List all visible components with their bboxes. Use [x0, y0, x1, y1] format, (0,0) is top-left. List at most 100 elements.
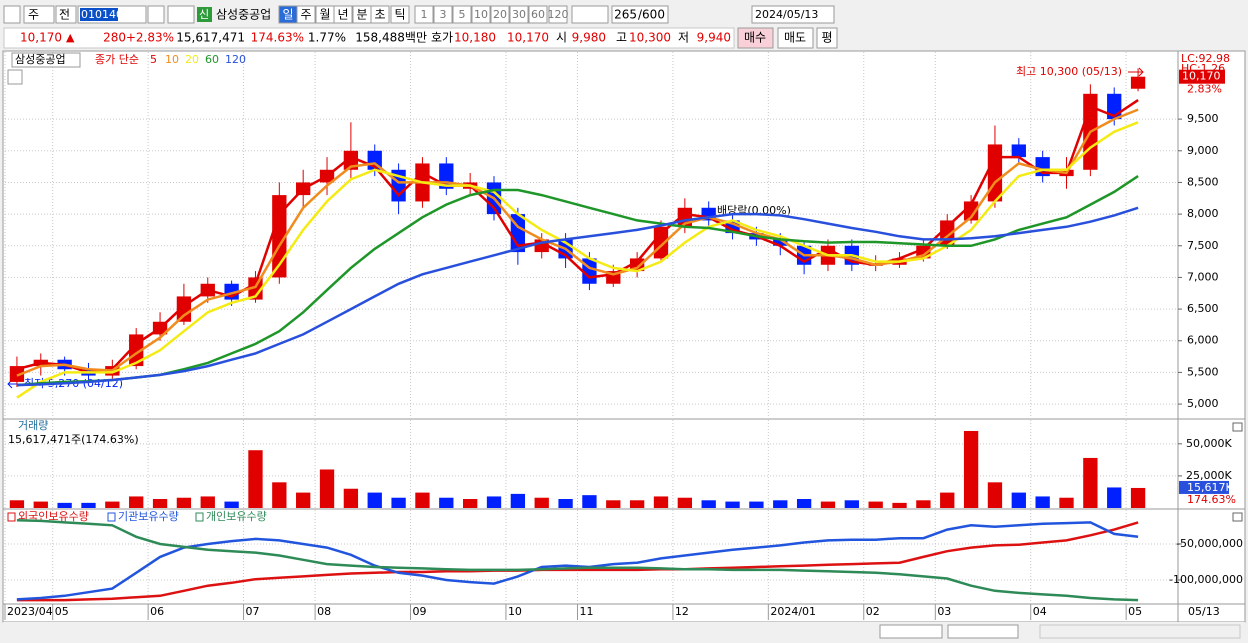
candle-body — [9, 366, 25, 382]
volume-bar — [176, 497, 192, 508]
sound-button[interactable] — [167, 5, 195, 24]
panel-close[interactable] — [1232, 512, 1243, 522]
volume-bar — [820, 501, 836, 508]
y-tick-label: 6,500 — [1187, 302, 1219, 315]
period-button[interactable] — [390, 5, 410, 24]
volume-bar — [558, 499, 573, 508]
interval-button[interactable] — [452, 5, 472, 24]
legend-entry: 기관보유수량 — [118, 510, 179, 523]
volume-bar — [105, 501, 120, 508]
volume-bar — [152, 499, 168, 508]
volume: 15,617,471 — [176, 31, 245, 45]
ma-line — [16, 175, 1139, 387]
y-tick-label: 9,000 — [1187, 144, 1219, 157]
volume-bar — [1035, 496, 1050, 508]
interval-label: 60 — [531, 8, 545, 21]
volume-bar — [319, 469, 335, 508]
volume-bar — [677, 497, 692, 508]
name-tag-box — [197, 7, 212, 22]
market-select[interactable] — [23, 5, 55, 24]
turnover: 1.77% — [308, 31, 346, 45]
volume-bar — [582, 495, 597, 508]
x-tick-label: 08 — [317, 605, 331, 618]
chart-frame — [2, 50, 1246, 623]
menu-button[interactable] — [3, 5, 21, 24]
volume-bar — [510, 493, 526, 508]
ma-line — [16, 99, 1139, 374]
legend-entry: 120 — [225, 53, 246, 66]
period-label: 일 — [282, 8, 293, 22]
volume-bar — [129, 496, 144, 508]
panel-close[interactable] — [1232, 422, 1243, 432]
x-tick-label: 05 — [1128, 605, 1142, 618]
volume-bar — [224, 501, 239, 508]
volume-bar — [701, 500, 716, 508]
y-tick-label: 8,000 — [1187, 207, 1219, 220]
low: 9,940 — [697, 31, 731, 45]
candle-body — [1011, 144, 1026, 158]
buy-button[interactable] — [737, 27, 774, 49]
x-tick-label: 12 — [675, 605, 689, 618]
volume-bar — [200, 496, 215, 508]
balance-label: 평 — [821, 31, 832, 45]
tool-icons[interactable] — [1039, 624, 1241, 639]
blank-select[interactable] — [571, 5, 609, 24]
interval-button[interactable] — [433, 5, 453, 24]
count-box[interactable] — [611, 5, 669, 24]
sell-button[interactable] — [777, 27, 814, 49]
x-tick-label: 2024/01 — [770, 605, 816, 618]
high: 10,300 — [629, 31, 671, 45]
volume-bar — [486, 496, 502, 508]
period-label: 초 — [374, 8, 385, 22]
y-tick-label: 5,000 — [1187, 397, 1219, 410]
x-tick-label: 05 — [55, 605, 69, 618]
y-tick-label: 50,000K — [1186, 437, 1232, 450]
period-label: 틱 — [394, 8, 405, 22]
volume-bar — [892, 502, 907, 508]
x-tick-label: 02 — [866, 605, 880, 618]
interval-label: 10 — [474, 8, 488, 21]
arrow: ▲ — [66, 31, 75, 44]
zoom-slider[interactable] — [947, 624, 1019, 639]
holding-line — [16, 521, 1139, 601]
candle-body — [987, 144, 1003, 202]
date-box[interactable] — [751, 5, 835, 24]
volume-bar — [653, 496, 669, 508]
interval-button[interactable] — [509, 5, 529, 24]
change-label: 2.83% — [1187, 83, 1222, 96]
interval-button[interactable] — [490, 5, 510, 24]
interval-button[interactable] — [548, 5, 568, 24]
ma-line — [16, 206, 1139, 387]
x-tick-label: 2023/04 — [7, 605, 53, 618]
volume-bar — [796, 499, 812, 508]
interval-button[interactable] — [414, 5, 434, 24]
lc-label: LC:92.98 — [1181, 52, 1230, 65]
name-tag: 신 — [199, 8, 209, 21]
volume-bar — [844, 500, 859, 508]
volume-bar — [9, 500, 25, 508]
low-label: 저 — [678, 31, 689, 45]
volume-bar — [534, 497, 549, 508]
volume-bar — [296, 492, 311, 508]
panel-icon[interactable] — [7, 69, 23, 85]
last-volume-box — [1179, 480, 1229, 494]
period-button[interactable] — [333, 5, 353, 24]
interval-button[interactable] — [471, 5, 491, 24]
change: 280 — [103, 31, 126, 45]
interval-label: 20 — [493, 8, 507, 21]
period-button[interactable] — [370, 5, 390, 24]
search-button[interactable] — [147, 5, 165, 24]
prev-button[interactable] — [55, 5, 77, 24]
legend-entry: 60 — [205, 53, 219, 66]
balance-button[interactable] — [816, 27, 838, 49]
legend-swatch — [107, 512, 116, 522]
interval-button[interactable] — [528, 5, 548, 24]
y-tick-label: -50,000,000 — [1176, 537, 1243, 550]
period-button[interactable] — [296, 5, 316, 24]
volume-ratio: 174.63% — [251, 31, 304, 45]
x-tick-label: 10 — [508, 605, 522, 618]
last-volume-label: 15,617K — [1187, 481, 1233, 494]
interval-label: 5 — [459, 8, 466, 21]
scroll-buttons[interactable] — [879, 624, 943, 639]
